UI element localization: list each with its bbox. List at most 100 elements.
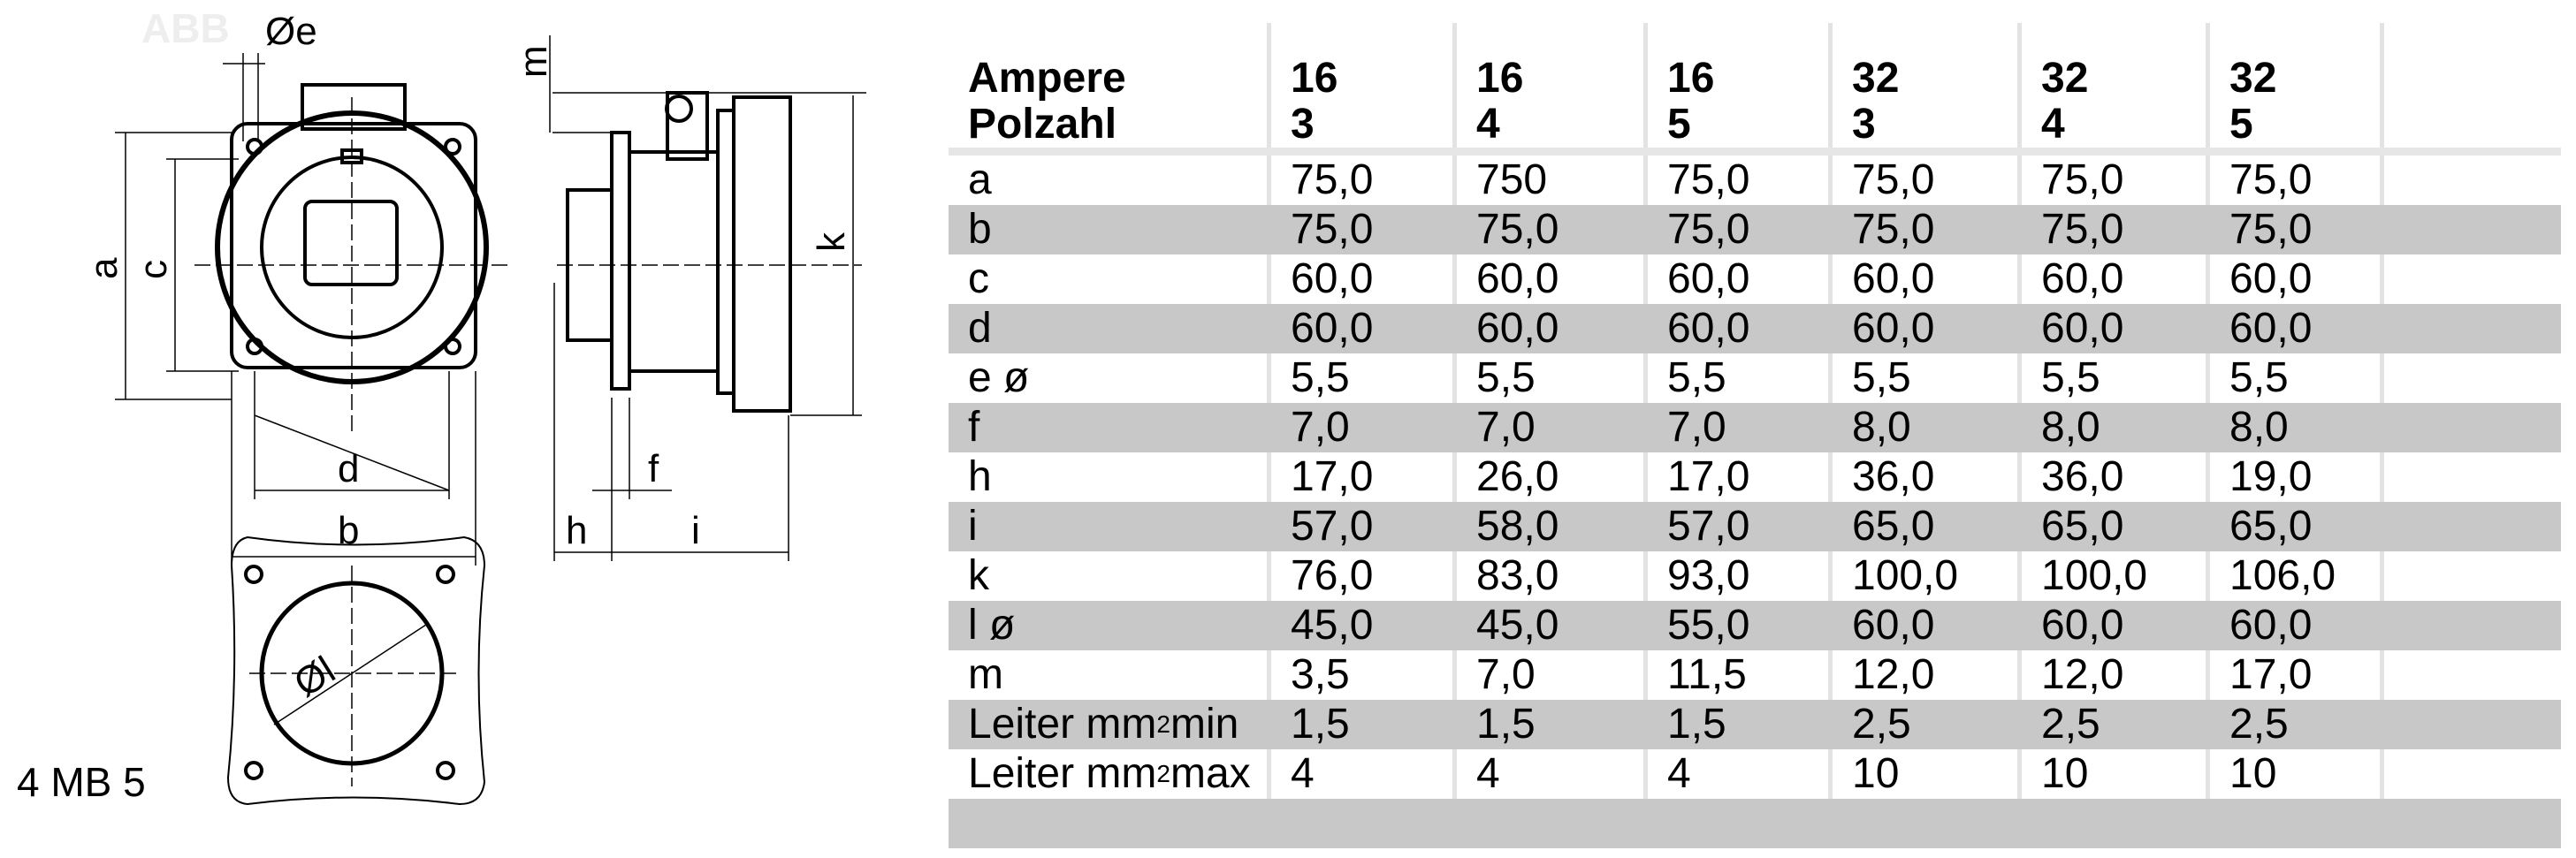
row-label-text: m [968, 651, 1003, 698]
table-row: h 17,0 26,0 17,0 36,0 36,0 19,0 [949, 452, 2561, 502]
table-cell: 10 [2041, 750, 2089, 797]
table-cell: 60,0 [1667, 305, 1750, 352]
header-poles: 4 [1476, 101, 1500, 148]
row-label-text: f [968, 404, 980, 451]
table-cell: 11,5 [1667, 651, 1747, 698]
row-label: i [949, 502, 978, 551]
mounting-cutout-outline [226, 535, 486, 806]
table-row: i 57,0 58,0 57,0 65,0 65,0 65,0 [949, 502, 2561, 551]
table-cell: 60,0 [2229, 305, 2313, 352]
table-row: d 60,0 60,0 60,0 60,0 60,0 60,0 [949, 304, 2561, 353]
table-cell: 10 [2229, 750, 2277, 797]
row-label: k [949, 551, 989, 601]
table-cell: 12,0 [1852, 651, 1935, 698]
table-cell: 1,5 [1667, 701, 1726, 748]
table-cell: 83,0 [1476, 552, 1559, 599]
table-cell: 60,0 [2041, 255, 2124, 302]
table-cell: 60,0 [1667, 255, 1750, 302]
row-label: Leiter mm 2 min [968, 701, 1239, 748]
table-cell: 8,0 [1852, 404, 1911, 451]
table-cell: 60,0 [2229, 255, 2313, 302]
table-cell: 1,5 [1291, 701, 1350, 748]
table-cell: 75,0 [1667, 156, 1750, 203]
table-cell: 7,0 [1476, 404, 1536, 451]
row-label-text: Leiter mm [968, 701, 1157, 748]
table-cell: 7,0 [1291, 404, 1350, 451]
table-cell: 75,0 [2041, 156, 2124, 203]
table-cell: 750 [1476, 156, 1548, 203]
dim-label-a: a [82, 257, 126, 279]
header-column: 16 5 [1648, 23, 1714, 148]
row-label: m [949, 650, 1003, 700]
row-label-text: c [968, 255, 989, 302]
header-poles: 5 [1667, 101, 1691, 148]
table-cell: 65,0 [2229, 503, 2313, 550]
dim-label-f: f [648, 447, 659, 490]
table-cell: 2,5 [1852, 701, 1911, 748]
table-cell: 60,0 [1476, 255, 1559, 302]
row-label: b [949, 205, 992, 254]
table-cell: 2,5 [2229, 701, 2289, 748]
table-cell: 8,0 [2041, 404, 2100, 451]
row-label: d [949, 304, 992, 353]
row-label-text: l ø [968, 602, 1016, 649]
table-row: m 3,5 7,0 11,5 12,0 12,0 17,0 [949, 650, 2561, 700]
front-plate [230, 122, 477, 369]
dim-label-i: i [691, 509, 700, 552]
table-row: f 7,0 7,0 7,0 8,0 8,0 8,0 [949, 403, 2561, 452]
dim-label-d: d [338, 447, 359, 490]
header-column: 16 3 [1271, 23, 1338, 148]
row-label: Leiter mm 2 max [968, 750, 1251, 797]
model-number: 4 MB 5 [17, 759, 146, 805]
row-label-text: h [968, 453, 992, 500]
table-cell: 60,0 [2041, 602, 2124, 649]
table-cell: 75,0 [2229, 156, 2313, 203]
table-cell: 60,0 [1476, 305, 1559, 352]
row-label-text: i [968, 503, 978, 550]
table-cell: 12,0 [2041, 651, 2124, 698]
table-cell: 7,0 [1667, 404, 1726, 451]
table-cell: 60,0 [1852, 305, 1935, 352]
table-cell: 60,0 [1291, 255, 1374, 302]
header-ampere: 32 [2041, 55, 2089, 102]
table-cell: 26,0 [1476, 453, 1559, 500]
table-cell: 7,0 [1476, 651, 1536, 698]
row-label-text: Leiter mm [968, 750, 1157, 797]
header-column: 32 5 [2210, 23, 2276, 148]
row-label-suffix: min [1170, 701, 1239, 748]
table-cell: 45,0 [1291, 602, 1374, 649]
table-cell: 17,0 [2229, 651, 2313, 698]
table-cell: 65,0 [1852, 503, 1935, 550]
row-label-text: b [968, 206, 992, 253]
table-cell: 65,0 [2041, 503, 2124, 550]
table-cell: 60,0 [1852, 602, 1935, 649]
dim-label-b: b [338, 509, 359, 552]
table-cell: 60,0 [1291, 305, 1374, 352]
table-cell: 4 [1667, 750, 1691, 797]
table-row: k 76,0 83,0 93,0 100,0 100,0 106,0 [949, 551, 2561, 601]
header-ampere: 32 [2229, 55, 2277, 102]
table-cell: 55,0 [1667, 602, 1750, 649]
header-column: 32 3 [1833, 23, 1899, 148]
dim-label-k: k [810, 232, 853, 252]
dim-label-h: h [566, 509, 587, 552]
table-cell: 8,0 [2229, 404, 2289, 451]
table-cell: 45,0 [1476, 602, 1559, 649]
header-ampere-label: Ampere [968, 55, 1126, 102]
header-poles: 3 [1852, 101, 1876, 148]
table-cell: 100,0 [1852, 552, 1959, 599]
table-cell: 75,0 [1291, 156, 1374, 203]
header-label: Ampere Polzahl [949, 23, 1126, 148]
table-cell: 2,5 [2041, 701, 2100, 748]
table-cell: 106,0 [2229, 552, 2336, 599]
table-row: Leiter mm 2 min 1,5 1,5 1,5 2,5 2,5 2,5 [949, 700, 2561, 749]
watermark: ABB [141, 5, 230, 51]
table-cell: 75,0 [2041, 206, 2124, 253]
table-row: a 75,0 750 75,0 75,0 75,0 75,0 [949, 156, 2561, 205]
table-cell: 76,0 [1291, 552, 1374, 599]
table-row: Leiter mm 2 max 4 4 4 10 10 10 [949, 749, 2561, 799]
row-label: e ø [949, 353, 1029, 403]
table-cell: 75,0 [1852, 206, 1935, 253]
table-cell: 36,0 [2041, 453, 2124, 500]
table-cell: 60,0 [2041, 305, 2124, 352]
